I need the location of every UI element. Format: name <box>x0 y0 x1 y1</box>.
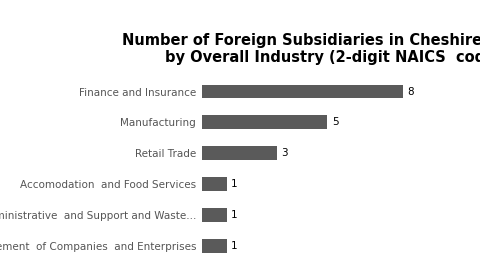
Bar <box>202 208 227 222</box>
Bar <box>202 115 327 129</box>
Text: 1: 1 <box>231 241 238 251</box>
Bar <box>202 85 403 98</box>
Text: 1: 1 <box>231 179 238 189</box>
Bar <box>202 239 227 253</box>
Text: 3: 3 <box>282 148 288 158</box>
Text: 8: 8 <box>407 86 414 97</box>
Bar <box>202 146 277 160</box>
Title: Number of Foreign Subsidiaries in Cheshire County
by Overall Industry (2-digit N: Number of Foreign Subsidiaries in Cheshi… <box>122 33 480 65</box>
Bar <box>202 177 227 191</box>
Text: 1: 1 <box>231 210 238 220</box>
Text: 5: 5 <box>332 117 338 127</box>
